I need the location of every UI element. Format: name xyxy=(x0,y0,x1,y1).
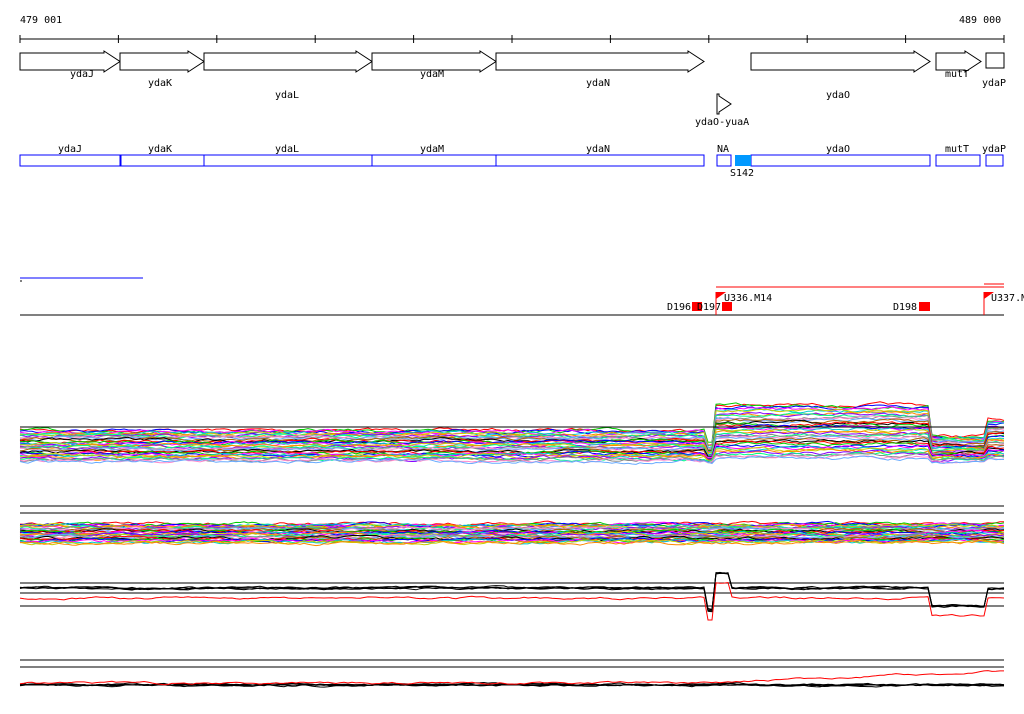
region-box-NA[interactable] xyxy=(716,154,732,167)
gene-track: ydaJ ydaK ydaL ydaM ydaN ydaO mutT ydaP xyxy=(19,50,1006,101)
small-feature-label: ydaO-yuaA xyxy=(695,117,749,128)
expression-trace xyxy=(19,572,1004,612)
marker-box-u336[interactable] xyxy=(722,302,732,311)
gene-arrow-ydaK[interactable] xyxy=(119,50,205,73)
flag-icon xyxy=(716,292,726,299)
gene-label: ydaO xyxy=(826,90,850,101)
gene-label: ydaJ xyxy=(70,69,94,80)
gene-label: mutT xyxy=(945,69,969,80)
region-box-ydaM[interactable] xyxy=(371,154,497,167)
expression-trace xyxy=(19,441,1005,461)
expression-trace xyxy=(19,572,1005,611)
expression-trace xyxy=(19,581,1005,621)
region-label: ydaN xyxy=(586,144,610,155)
expression-trace xyxy=(19,431,1005,456)
marker-label-u336: U336.M14 xyxy=(724,293,772,304)
expression-trace xyxy=(19,440,1005,460)
marker-box-d196[interactable] xyxy=(692,302,702,311)
gene-label: ydaM xyxy=(420,69,444,80)
expression-trace xyxy=(19,438,1005,457)
expression-trace xyxy=(19,681,1005,688)
expression-trace xyxy=(19,539,1005,547)
region-box-ydaL[interactable] xyxy=(203,154,373,167)
marker-label-u337: U337.M xyxy=(991,293,1024,304)
region-label: ydaJ xyxy=(58,144,82,155)
region-label: ydaO xyxy=(826,144,850,155)
region-box-ydaJ[interactable] xyxy=(19,154,121,167)
region-label: ydaL xyxy=(275,144,299,155)
highlight-region-label: S142 xyxy=(730,168,754,179)
flag-icon xyxy=(984,292,994,299)
region-label: ydaP xyxy=(982,144,1006,155)
region-label: ydaM xyxy=(420,144,444,155)
region-label: mutT xyxy=(945,144,969,155)
expression-trace xyxy=(19,537,1005,544)
coordinate-ruler xyxy=(19,35,1005,43)
gene-arrow-ydaO[interactable] xyxy=(750,50,931,73)
gene-label: ydaN xyxy=(586,78,610,89)
gene-label: ydaK xyxy=(148,78,172,89)
expression-plots xyxy=(19,401,1005,688)
small-feature-arrow[interactable] xyxy=(716,93,732,115)
expression-trace xyxy=(19,444,1005,459)
ruler-end-label: 489 000 xyxy=(959,15,1001,26)
gene-arrow-ydaJ[interactable] xyxy=(19,50,121,73)
expression-trace xyxy=(19,448,1005,461)
expression-trace xyxy=(19,418,1005,452)
expression-trace xyxy=(19,444,1005,462)
region-box-mutT[interactable] xyxy=(935,154,981,167)
gene-label: ydaL xyxy=(275,90,299,101)
gene-arrow-ydaP[interactable] xyxy=(985,52,1005,69)
expression-trace xyxy=(19,537,1005,545)
expression-trace xyxy=(19,670,1004,686)
ruler-start-label: 479 001 xyxy=(20,15,62,26)
region-track: ydaJ ydaK ydaL ydaM ydaN NA ydaO mutT ydaP xyxy=(19,144,1006,167)
region-box-ydaK[interactable] xyxy=(120,154,205,167)
region-box-ydaP[interactable] xyxy=(985,154,1004,167)
region-label: ydaK xyxy=(148,144,172,155)
gene-label: ydaP xyxy=(982,78,1006,89)
expression-trace xyxy=(19,455,1005,465)
marker-track: D196 D197 U336.M14 D198 U337.M xyxy=(20,283,1024,316)
marker-box-d198[interactable] xyxy=(919,302,930,311)
highlight-region[interactable] xyxy=(735,155,751,166)
region-label: NA xyxy=(717,144,729,155)
gene-arrow-ydaM[interactable] xyxy=(371,50,497,73)
gene-arrow-mutT[interactable] xyxy=(935,50,982,73)
expression-trace xyxy=(19,529,1005,537)
marker-label-d197: D197 xyxy=(697,302,721,313)
region-box-ydaO[interactable] xyxy=(750,154,931,167)
expression-trace xyxy=(19,571,1005,611)
gene-arrow-ydaL[interactable] xyxy=(203,50,373,73)
region-box-ydaN[interactable] xyxy=(495,154,705,167)
marker-label-d198: D198 xyxy=(893,302,917,313)
expression-trace xyxy=(19,415,1005,450)
marker-label-d196: D196 xyxy=(667,302,691,313)
gene-arrow-ydaN[interactable] xyxy=(495,50,705,73)
